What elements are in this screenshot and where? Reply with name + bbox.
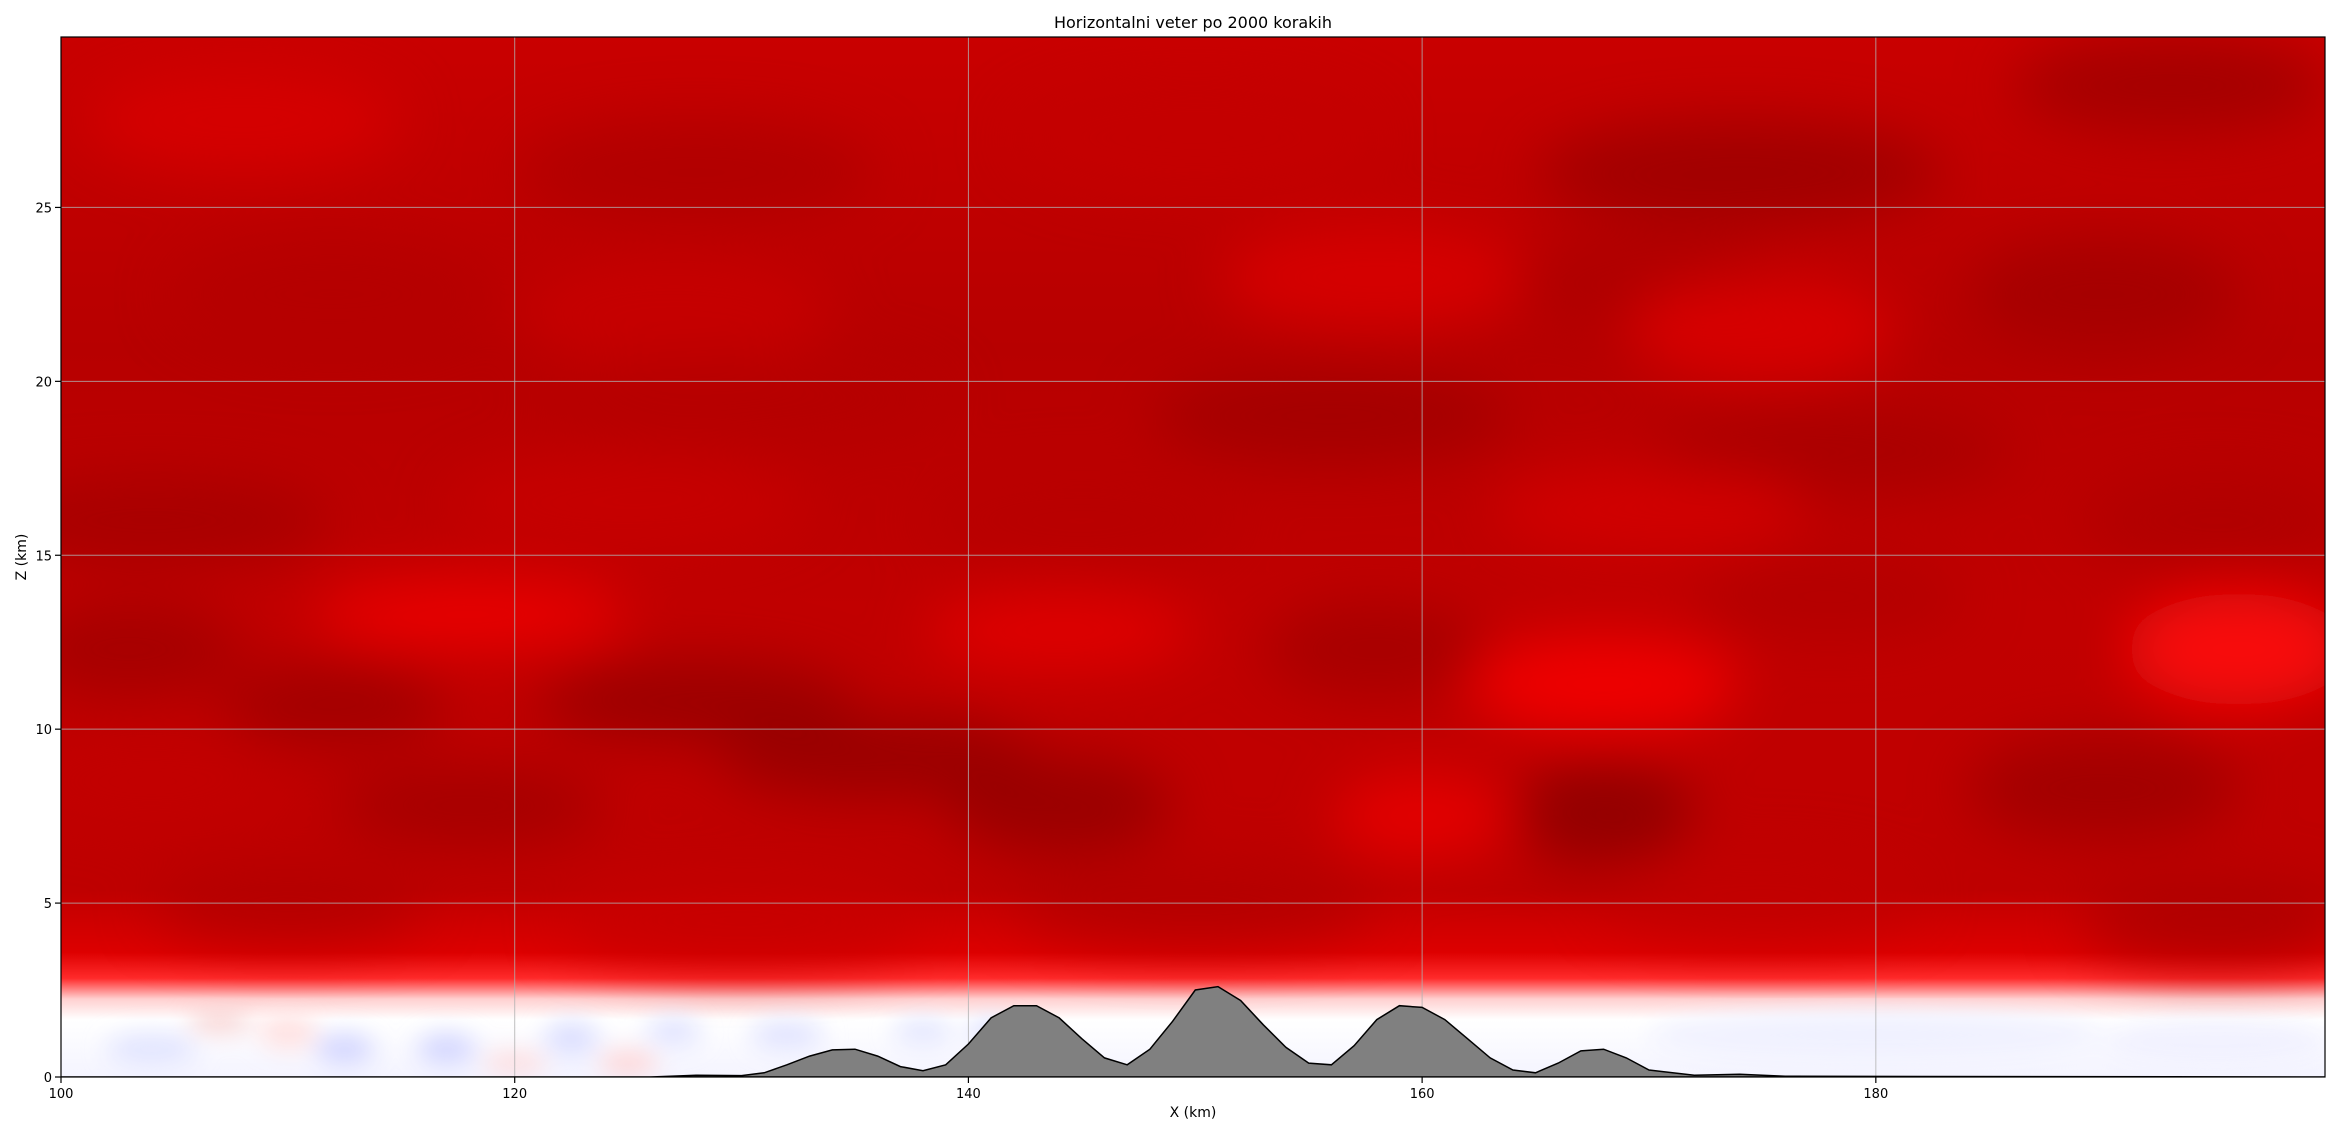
field-patch bbox=[1217, 224, 1536, 330]
y-tick-label: 10 bbox=[35, 723, 52, 738]
y-axis-ticks: 0 5 10 15 20 25 bbox=[35, 201, 61, 1086]
field-patch bbox=[310, 579, 629, 650]
wind-field-patches bbox=[61, 37, 2325, 963]
x-axis-ticks: 100 120 140 160 180 bbox=[49, 1077, 1888, 1102]
field-patch bbox=[1966, 736, 2239, 841]
field-patch bbox=[598, 1050, 658, 1076]
x-axis-label: X (km) bbox=[1170, 1105, 1217, 1121]
field-patch bbox=[83, 68, 402, 173]
field-patch bbox=[2102, 1021, 2325, 1064]
field-patch bbox=[219, 663, 447, 747]
y-tick-label: 20 bbox=[35, 375, 52, 390]
field-patch bbox=[646, 1017, 701, 1046]
field-patch bbox=[1648, 405, 2012, 497]
field-patch bbox=[1694, 555, 1967, 639]
y-tick-label: 0 bbox=[44, 1071, 52, 1086]
plot-frame bbox=[60, 36, 2326, 1078]
field-patch bbox=[333, 763, 606, 848]
field-patch bbox=[893, 1019, 953, 1044]
field-patch bbox=[61, 600, 243, 698]
field-patch bbox=[315, 1033, 375, 1065]
field-patch bbox=[1263, 600, 1491, 698]
field-patch bbox=[106, 1033, 198, 1065]
chart-title: Horizontalni veter po 2000 korakih bbox=[1054, 13, 1332, 32]
x-tick-label: 160 bbox=[1410, 1087, 1435, 1102]
y-tick-label: 15 bbox=[35, 549, 52, 564]
field-patch bbox=[1490, 468, 1808, 552]
field-patch bbox=[718, 715, 1037, 799]
field-patch bbox=[1467, 635, 1740, 733]
field-patch bbox=[2080, 471, 2325, 570]
y-tick-label: 5 bbox=[44, 897, 52, 912]
field-patch bbox=[188, 1010, 252, 1032]
field-patch bbox=[174, 238, 493, 351]
field-patch bbox=[2011, 37, 2325, 135]
field-patch bbox=[1626, 277, 1899, 382]
field-patch bbox=[61, 736, 288, 827]
x-tick-label: 180 bbox=[1863, 1087, 1888, 1102]
field-patch bbox=[750, 1021, 824, 1050]
field-patch bbox=[1966, 238, 2239, 351]
field-patch bbox=[537, 659, 855, 744]
terrain-fill bbox=[61, 985, 2325, 1077]
field-patch bbox=[537, 350, 946, 448]
field-patch bbox=[945, 757, 1173, 855]
field-patch bbox=[417, 1033, 477, 1065]
field-patch bbox=[446, 454, 810, 552]
field-patch bbox=[514, 256, 833, 368]
field-patch bbox=[1535, 120, 1944, 225]
field-patch bbox=[1013, 82, 1377, 194]
field-patch bbox=[1512, 760, 1695, 865]
field-patch bbox=[923, 471, 1241, 570]
field-patch bbox=[514, 120, 878, 225]
field-patch bbox=[1149, 367, 1513, 465]
field-patch bbox=[258, 1014, 318, 1050]
x-tick-label: 140 bbox=[956, 1087, 981, 1102]
x-tick-label: 100 bbox=[49, 1087, 74, 1102]
plot-area bbox=[61, 37, 2325, 1077]
field-patch bbox=[1603, 854, 1922, 938]
field-patch bbox=[2125, 593, 2325, 705]
y-axis-label: Z (km) bbox=[14, 534, 30, 581]
field-patch bbox=[61, 475, 334, 566]
field-patch bbox=[923, 593, 1196, 671]
grid bbox=[61, 37, 2325, 1077]
field-patch bbox=[544, 1021, 599, 1057]
field-patch bbox=[2080, 878, 2325, 963]
y-tick-label: 25 bbox=[35, 201, 52, 216]
x-tick-label: 120 bbox=[502, 1087, 527, 1102]
field-patch bbox=[560, 878, 924, 963]
